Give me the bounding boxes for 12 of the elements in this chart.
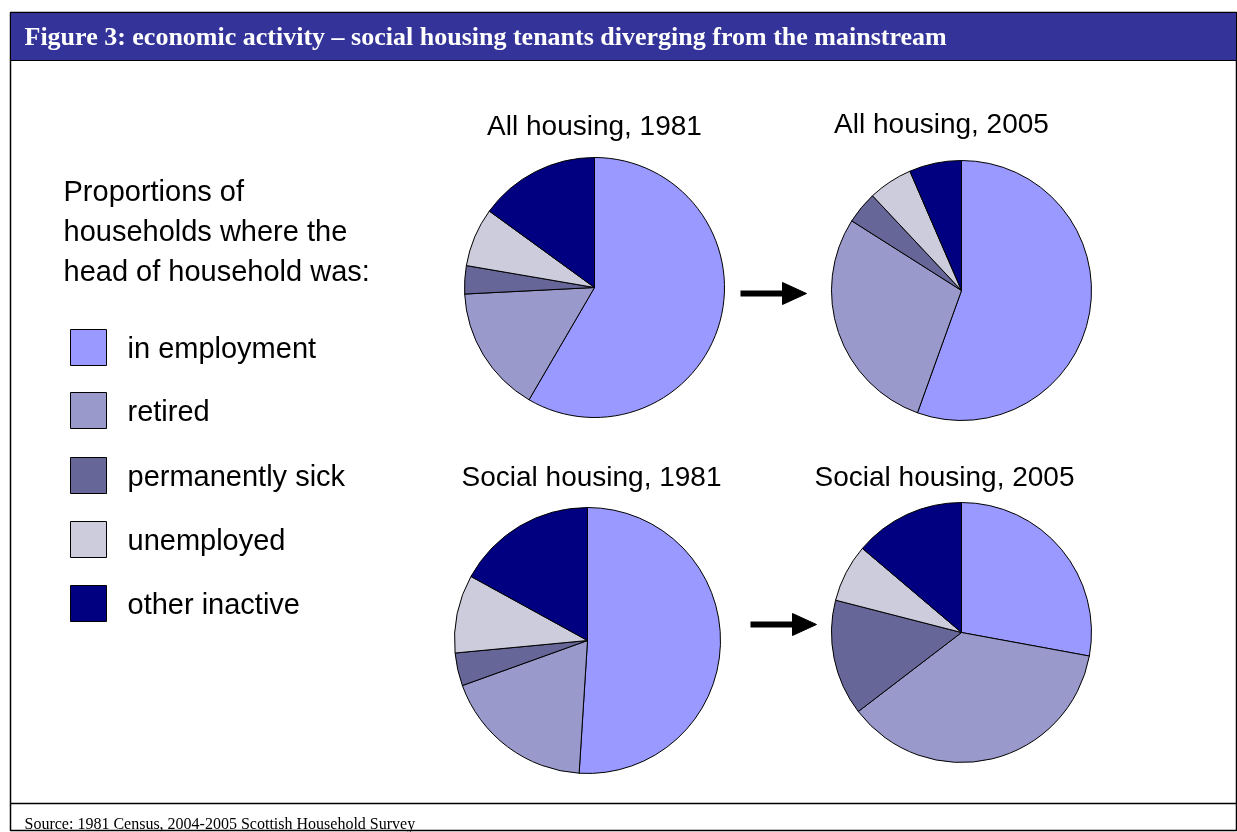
legend-title: Proportions of households where the head of household was: (63, 174, 370, 287)
legend-label: unemployed (127, 523, 286, 556)
legend-label: in employment (127, 331, 317, 364)
legend-label: permanently sick (127, 459, 346, 492)
chart-title: Social housing, 1981 (461, 461, 722, 492)
caption: Figure 3: economic activity – social housing tenants diverging from the mainstream (24, 22, 948, 51)
legend-label: retired (127, 394, 210, 427)
source-note: Source: 1981 Census, 2004-2005 Scottish Household Survey (24, 815, 416, 832)
chart-title: All housing, 2005 (834, 108, 1049, 139)
chart-title: All housing, 1981 (487, 110, 702, 141)
legend-label: other inactive (127, 587, 300, 620)
chart-title: Social housing, 2005 (814, 461, 1075, 492)
